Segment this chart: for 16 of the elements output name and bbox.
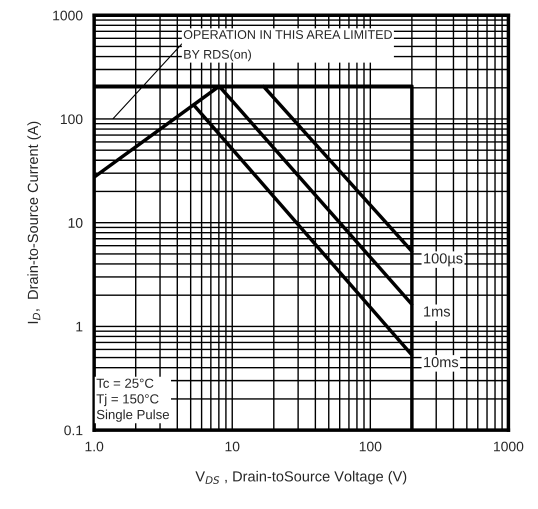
annotation: OPERATION IN THIS AREA LIMITED BY RDS(on): [184, 30, 392, 62]
series-label: 1ms: [424, 306, 450, 317]
y-tick-label: 1000: [53, 10, 82, 20]
series-label: 100µs: [424, 253, 462, 266]
x-tick-label: 1000: [494, 442, 524, 452]
series-label: 10ms: [424, 356, 458, 368]
x-tick-label: 10: [226, 442, 240, 452]
x-tick-label: 1.0: [86, 442, 104, 452]
x-axis-title: V$_{DS}$ , Drain-toSource Voltage (V): [195, 470, 406, 484]
y-axis-title: I$_{D}$, Drain-to-Source Current (A): [27, 122, 41, 324]
y-tick-label: 100: [60, 114, 82, 124]
y-tick-label: 10: [68, 218, 82, 228]
y-tick-label: 0.1: [64, 425, 82, 436]
x-tick-label: 100: [360, 442, 382, 452]
annotation: Tc = 25°C Tj = 150°C Single Pulse: [96, 378, 169, 422]
y-tick-label: 1: [76, 322, 82, 332]
